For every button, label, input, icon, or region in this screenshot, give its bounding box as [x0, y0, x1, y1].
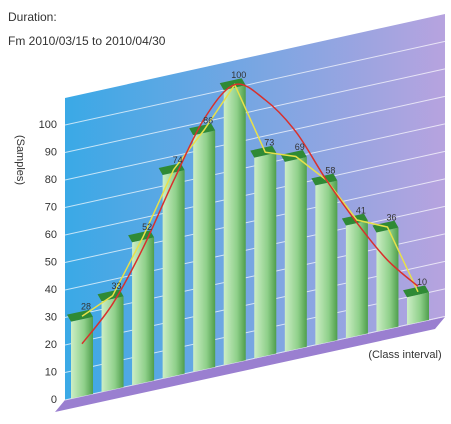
y-axis-label: (Samples) [14, 135, 26, 185]
value-label: 10 [417, 277, 427, 287]
y-tick-label: 30 [45, 311, 57, 323]
y-tick-label: 40 [45, 284, 57, 296]
chart-subtitle: Fm 2010/03/15 to 2010/04/30 [8, 34, 166, 48]
bar [193, 130, 216, 372]
bar-top [97, 289, 124, 302]
grid-line [64, 40, 446, 126]
value-label: 100 [231, 70, 246, 80]
bar-top [189, 123, 216, 136]
floor [55, 317, 445, 412]
bar [407, 292, 429, 325]
data-line [81, 83, 419, 317]
bar [71, 316, 93, 399]
value-label: 86 [203, 115, 213, 125]
y-tick-label: 80 [45, 174, 57, 186]
y-tick-label: 20 [45, 339, 57, 351]
bar [345, 220, 368, 339]
y-tick-label: 100 [39, 119, 57, 131]
value-label: 41 [356, 205, 366, 215]
bar-top [158, 163, 185, 176]
value-label: 69 [295, 142, 305, 152]
value-label: 74 [173, 155, 183, 165]
grid-line [64, 95, 446, 181]
value-label: 36 [386, 212, 396, 222]
y-tick-label: 60 [45, 229, 57, 241]
grid-line [64, 68, 446, 153]
y-tick-label: 90 [45, 146, 57, 158]
chart-title: Duration: [8, 10, 57, 24]
bar [284, 157, 307, 352]
y-tick-label: 70 [45, 201, 57, 213]
bar-top [250, 145, 277, 158]
value-label: 33 [112, 281, 122, 291]
bar [132, 237, 155, 386]
value-label: 52 [142, 222, 152, 232]
bar [254, 152, 277, 359]
bar-top [311, 173, 338, 186]
y-tick-label: 10 [45, 366, 57, 378]
bar [223, 85, 246, 366]
bar-top [219, 78, 246, 91]
y-tick-label: 0 [51, 394, 57, 406]
bar-top [403, 285, 429, 298]
bar-top [128, 230, 155, 243]
fit-curve [81, 83, 419, 345]
bar [315, 180, 338, 345]
value-label: 58 [325, 165, 335, 175]
x-axis-label: (Class interval) [368, 349, 441, 361]
value-label: 28 [81, 302, 91, 312]
bar [101, 296, 124, 392]
bar [162, 170, 185, 379]
y-tick-label: 50 [45, 256, 57, 268]
value-label: 73 [264, 138, 274, 148]
